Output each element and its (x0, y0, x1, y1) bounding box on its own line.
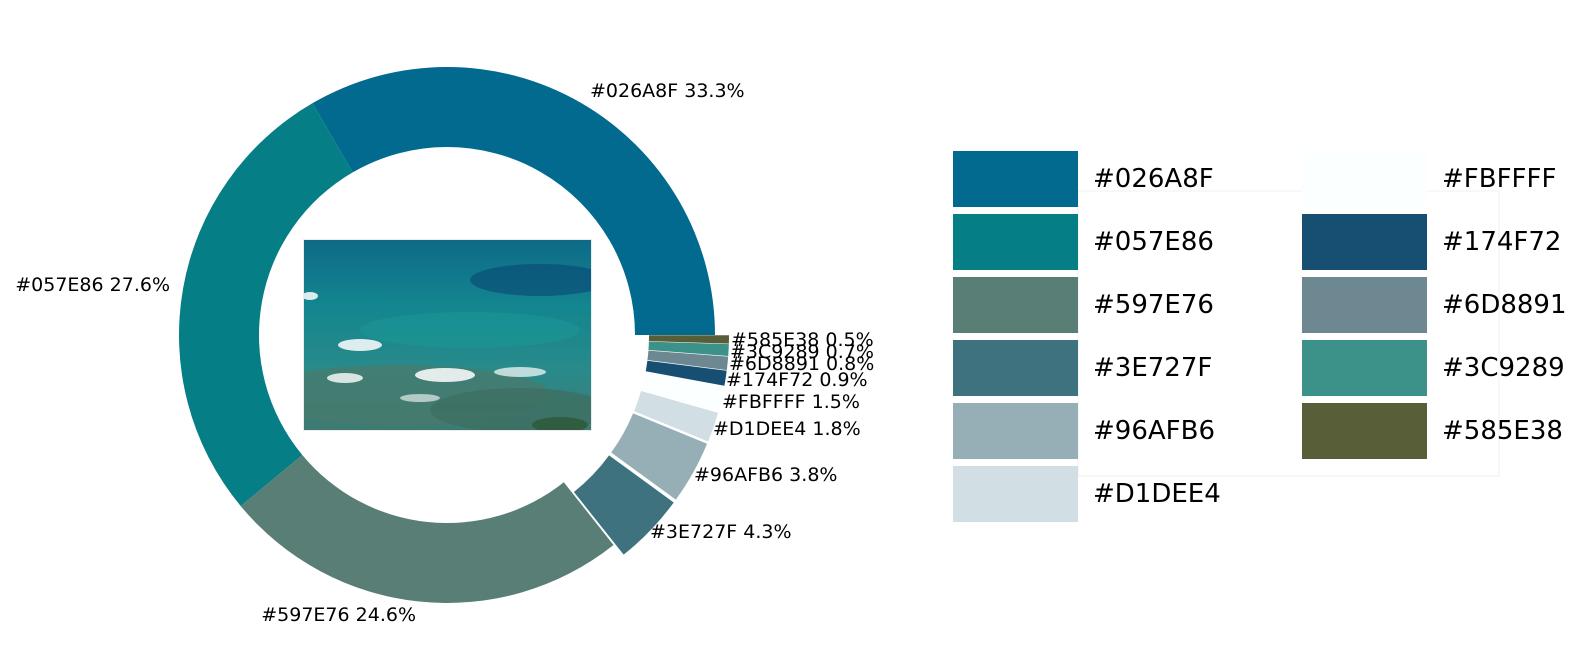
legend-swatch-585e38 (1302, 403, 1427, 459)
legend-swatch-96afb6 (953, 403, 1078, 459)
slice-96afb6 (611, 413, 708, 500)
legend-label-057e86: #057E86 (1093, 227, 1214, 257)
center-photo (303, 239, 592, 431)
legend-label-585e38: #585E38 (1442, 416, 1563, 446)
legend-swatch-d1dee4 (953, 466, 1078, 522)
slice-label-597e76: #597E76 24.6% (261, 604, 416, 626)
slice-label-96afb6: #96AFB6 3.8% (694, 464, 837, 486)
legend-swatch-597e76 (953, 277, 1078, 333)
slice-585e38 (648, 335, 729, 344)
slice-597e76 (240, 455, 614, 603)
legend-swatch-3c9289 (1302, 340, 1427, 396)
legend-label-3e727f: #3E727F (1093, 353, 1212, 383)
legend-swatch-026a8f (953, 151, 1078, 207)
slice-174f72 (645, 360, 727, 386)
slice-d1dee4 (634, 391, 719, 442)
legend-label-96afb6: #96AFB6 (1093, 416, 1215, 446)
slice-6d8891 (647, 350, 729, 371)
slice-labels: #026A8F 33.3% #057E86 27.6% #597E76 24.6% #… (15, 80, 874, 626)
slice-label-fbffff: #FBFFFF 1.5% (722, 391, 860, 413)
slice-fbffff (641, 372, 725, 412)
legend-label-6d8891: #6D8891 (1442, 290, 1567, 320)
legend-label-026a8f: #026A8F (1093, 164, 1214, 194)
legend-label-fbffff: #FBFFFF (1442, 164, 1556, 194)
legend-label-174f72: #174F72 (1442, 227, 1561, 257)
slice-label-026a8f: #026A8F 33.3% (590, 80, 745, 102)
slice-label-3c9289: #3C9289 0.7% (730, 341, 874, 363)
legend-swatch-fbffff (1302, 151, 1427, 207)
slice-label-6d8891: #6D8891 0.8% (729, 353, 874, 375)
slice-label-585e38: #585E38 0.5% (731, 329, 874, 351)
slice-label-d1dee4: #D1DEE4 1.8% (713, 418, 861, 440)
slice-057e86 (178, 103, 353, 507)
donut-slices (178, 66, 729, 603)
legend-swatch-174f72 (1302, 214, 1427, 270)
legend-label-d1dee4: #D1DEE4 (1093, 479, 1221, 509)
slice-label-3e727f: #3E727F 4.3% (650, 521, 792, 543)
slice-3e727f (573, 455, 674, 555)
slice-label-174f72: #174F72 0.9% (726, 369, 868, 391)
slice-026a8f (312, 66, 715, 335)
legend-swatch-057e86 (953, 214, 1078, 270)
slice-label-057e86: #057E86 27.6% (15, 274, 170, 296)
legend-label-597e76: #597E76 (1093, 290, 1214, 320)
legend-frame (1077, 190, 1500, 477)
slice-3c9289 (648, 341, 729, 356)
legend: #026A8F #057E86 #597E76 #3E727F #96AFB6 #D1DE… (953, 151, 1567, 522)
legend-swatch-3e727f (953, 340, 1078, 396)
legend-label-3c9289: #3C9289 (1442, 353, 1565, 383)
legend-swatch-6d8891 (1302, 277, 1427, 333)
